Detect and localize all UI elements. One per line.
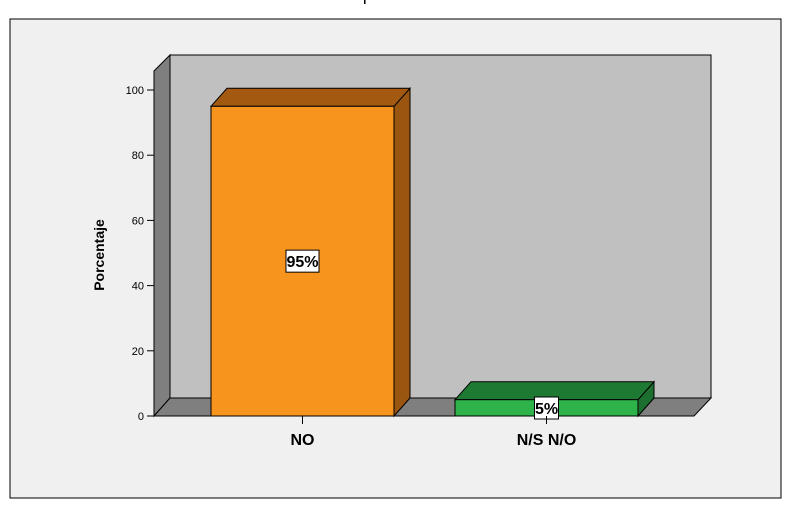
y-tick-label: 60 — [132, 215, 144, 227]
title-cutoff-mark — [364, 0, 366, 4]
y-tick-label: 0 — [138, 411, 144, 423]
side-wall — [153, 53, 171, 418]
data-label: 5% — [535, 401, 558, 418]
x-tick-label: NO — [291, 432, 315, 449]
y-tick-label: 20 — [132, 346, 144, 358]
y-tick-label: 80 — [132, 150, 144, 162]
x-tick-label: N/S N/O — [517, 432, 577, 449]
bar-top — [209, 87, 412, 107]
bar-1: 5% — [453, 380, 656, 420]
y-tick-label: 100 — [126, 85, 144, 97]
data-label-box — [285, 249, 320, 273]
y-tick-label: 40 — [132, 281, 144, 293]
bar-0: 95% — [209, 86, 412, 418]
bars-group: 95% 5% — [209, 86, 656, 420]
x-axis: NO N/S N/O — [291, 416, 577, 449]
y-axis: 0 20 40 60 80 100 — [126, 85, 154, 423]
data-label: 95% — [286, 254, 318, 271]
y-axis-label: Porcentaje — [91, 219, 107, 291]
bar-side — [393, 86, 411, 418]
